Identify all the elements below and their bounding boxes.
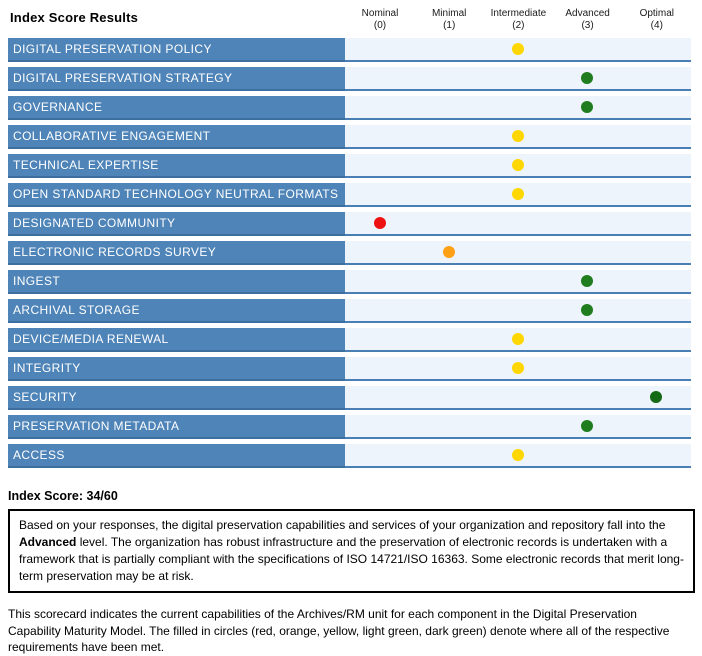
score-row: DEVICE/MEDIA RENEWAL [8,328,691,352]
row-track [345,183,691,207]
column-header-name: Advanced [565,8,610,19]
column-header-number: (3) [581,19,594,31]
column-header-minimal: Minimal (1) [414,8,484,31]
column-header-number: (0) [373,19,387,31]
score-dot [512,43,524,55]
row-track [345,154,691,178]
column-header-name: Optimal [639,8,675,19]
row-track [345,415,691,439]
row-label-bar: ACCESS [8,444,345,468]
score-row: GOVERNANCE [8,96,691,120]
row-label-bar: OPEN STANDARD TECHNOLOGY NEUTRAL FORMATS [8,183,345,207]
row-track [345,386,691,410]
row-label-bar: DESIGNATED COMMUNITY [8,212,345,236]
score-dot [581,420,594,432]
index-score-heading: Index Score: 34/60 [8,489,118,503]
score-dot [512,130,524,142]
row-label-bar: GOVERNANCE [8,96,345,120]
row-track [345,38,691,62]
score-dot [512,188,524,200]
score-row: DESIGNATED COMMUNITY [8,212,691,236]
row-track [345,299,691,323]
score-dot [512,449,524,461]
row-track [345,241,691,265]
column-header-intermediate: Intermediate (2) [483,8,553,31]
score-row: INTEGRITY [8,357,691,381]
score-dot [581,275,594,287]
row-label-bar: DIGITAL PRESERVATION STRATEGY [8,67,345,91]
score-row: DIGITAL PRESERVATION POLICY [8,38,691,62]
score-row: INGEST [8,270,691,294]
score-dot [650,391,663,403]
row-label-bar: COLLABORATIVE ENGAGEMENT [8,125,345,149]
score-row: PRESERVATION METADATA [8,415,691,439]
row-track [345,357,691,381]
column-header-name: Minimal [431,8,467,19]
summary-text-before: Based on your responses, the digital pre… [19,518,666,532]
score-row: ACCESS [8,444,691,468]
score-dot [373,217,386,229]
row-track [345,444,691,468]
row-label-bar: DEVICE/MEDIA RENEWAL [8,328,345,352]
score-dot [581,304,594,316]
chart-header: Index Score Results Nominal (0) Minimal (1)… [0,0,702,38]
score-row: SECURITY [8,386,691,410]
row-track [345,67,691,91]
score-dot [581,101,594,113]
summary-text-after: level. The organization has robust infra… [19,535,684,583]
row-label-bar: DIGITAL PRESERVATION POLICY [8,38,345,62]
row-track [345,96,691,120]
score-row: DIGITAL PRESERVATION STRATEGY [8,67,691,91]
column-header-optimal: Optimal (4) [622,8,692,31]
footnote-text: This scorecard indicates the current cap… [8,607,670,654]
score-row: COLLABORATIVE ENGAGEMENT [8,125,691,149]
column-header-number: (1) [443,19,456,31]
page-title: Index Score Results [10,10,139,25]
score-dot [512,159,524,171]
row-label-bar: INTEGRITY [8,357,345,381]
row-label-bar: TECHNICAL EXPERTISE [8,154,345,178]
score-dot [442,246,455,258]
row-label-bar: ELECTRONIC RECORDS SURVEY [8,241,345,265]
row-track [345,328,691,352]
column-header-advanced: Advanced (3) [553,8,623,31]
summary-box: Based on your responses, the digital pre… [8,509,695,593]
row-label-bar: SECURITY [8,386,345,410]
column-header-name: Intermediate [490,8,547,19]
score-row: ARCHIVAL STORAGE [8,299,691,323]
summary-level-bold: Advanced [19,535,77,549]
column-header-number: (4) [650,19,663,31]
score-dot [512,362,524,374]
column-header-number: (2) [512,19,525,31]
score-dot [512,333,524,345]
column-header-name: Nominal [361,8,399,19]
row-track [345,270,691,294]
score-row: ELECTRONIC RECORDS SURVEY [8,241,691,265]
score-row: OPEN STANDARD TECHNOLOGY NEUTRAL FORMATS [8,183,691,207]
row-track [345,212,691,236]
row-track [345,125,691,149]
row-label-bar: ARCHIVAL STORAGE [8,299,345,323]
score-dot [581,72,594,84]
column-header-nominal: Nominal (0) [345,8,415,31]
row-label-bar: INGEST [8,270,345,294]
score-row: TECHNICAL EXPERTISE [8,154,691,178]
score-rows: DIGITAL PRESERVATION POLICY DIGITAL PRESE… [0,38,702,468]
row-label-bar: PRESERVATION METADATA [8,415,345,439]
